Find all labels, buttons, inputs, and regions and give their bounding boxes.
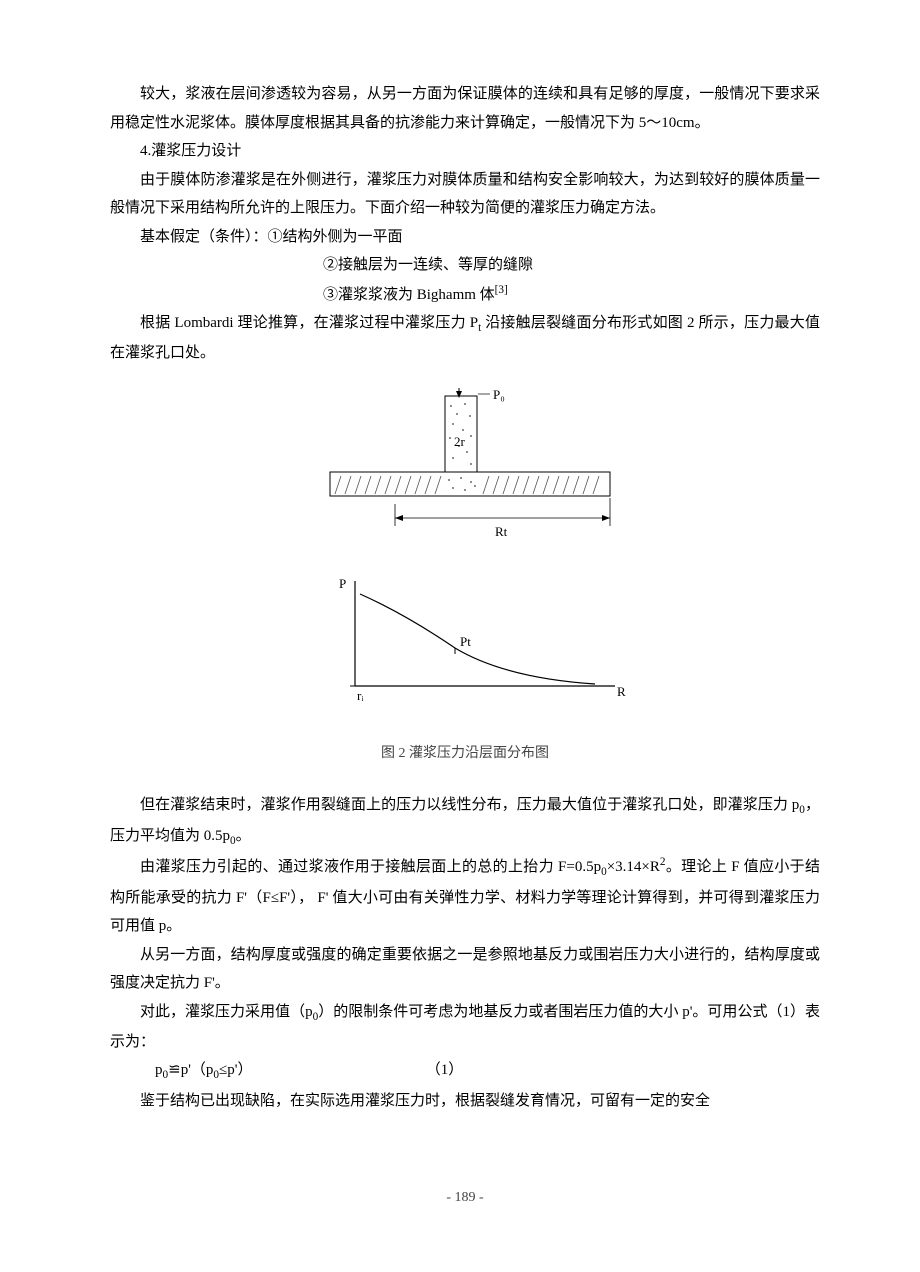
paragraph-2: 由于膜体防渗灌浆是在外侧进行，灌浆压力对膜体质量和结构安全影响较大，为达到较好的… xyxy=(110,166,820,223)
f1-c: ≤p'） xyxy=(219,1062,252,1078)
formula-1-number: （1） xyxy=(256,1056,463,1085)
label-2r: 2r xyxy=(454,434,466,449)
formula-1: p0≌p'（p0≤p'） （1） xyxy=(110,1056,820,1086)
figure-2-top-diagram: P₀ 2r Rt xyxy=(295,386,635,556)
assumption-line-2: ②接触层为一连续、等厚的缝隙 xyxy=(110,251,820,280)
assumption-3-text: ③灌浆浆液为 Bighamm 体 xyxy=(323,287,495,303)
label-ri: rᵢ xyxy=(357,688,364,703)
p5-c: 。 xyxy=(236,828,251,844)
page-number: - 189 - xyxy=(110,1185,820,1212)
f1-a: p xyxy=(155,1062,163,1078)
paragraph-1: 较大，浆液在层间渗透较为容易，从另一方面为保证膜体的连续和具有足够的厚度，一般情… xyxy=(110,80,820,137)
p6-b: ×3.14×R xyxy=(607,859,660,875)
p5-a: 但在灌浆结束时，灌浆作用裂缝面上的压力以线性分布，压力最大值位于灌浆孔口处，即灌… xyxy=(140,797,799,813)
figure-2-bottom-graph: P R rᵢ Pt xyxy=(295,566,635,716)
p4-a: 根据 Lombardi 理论推算，在灌浆过程中灌浆压力 P xyxy=(140,315,478,331)
figure-2: P₀ 2r Rt xyxy=(110,386,820,727)
axis-label-r: R xyxy=(617,684,626,699)
axis-label-p: P xyxy=(339,576,346,591)
paragraph-6: 由灌浆压力引起的、通过浆液作用于接触层面上的总的上抬力 F=0.5p0×3.14… xyxy=(110,852,820,940)
paragraph-7: 从另一方面，结构厚度或强度的确定重要依据之一是参照地基反力或围岩压力大小进行的，… xyxy=(110,941,820,998)
paragraph-5: 但在灌浆结束时，灌浆作用裂缝面上的压力以线性分布，压力最大值位于灌浆孔口处，即灌… xyxy=(110,791,820,852)
figure-2-caption: 图 2 灌浆压力沿层面分布图 xyxy=(110,741,820,768)
p6-a: 由灌浆压力引起的、通过浆液作用于接触层面上的总的上抬力 F=0.5p xyxy=(140,859,601,875)
paragraph-8: 对此，灌浆压力采用值（p0）的限制条件可考虑为地基反力或者围岩压力值的大小 p'… xyxy=(110,998,820,1057)
paragraph-9: 鉴于结构已出现缺陷，在实际选用灌浆压力时，根据裂缝发育情况，可留有一定的安全 xyxy=(110,1087,820,1116)
citation-3: [3] xyxy=(495,284,508,296)
paragraph-4: 根据 Lombardi 理论推算，在灌浆过程中灌浆压力 Pt 沿接触层裂缝面分布… xyxy=(110,309,820,368)
f1-b: ≌p'（p xyxy=(168,1062,213,1078)
label-rt: Rt xyxy=(495,524,508,539)
label-po: P₀ xyxy=(493,387,505,402)
assumption-line-3: ③灌浆浆液为 Bighamm 体[3] xyxy=(110,280,820,310)
assumption-line-1: 基本假定（条件）：①结构外侧为一平面 xyxy=(110,223,820,252)
heading-4: 4.灌浆压力设计 xyxy=(110,137,820,166)
p8-a: 对此，灌浆压力采用值（p xyxy=(140,1004,313,1020)
label-pt: Pt xyxy=(460,634,471,649)
